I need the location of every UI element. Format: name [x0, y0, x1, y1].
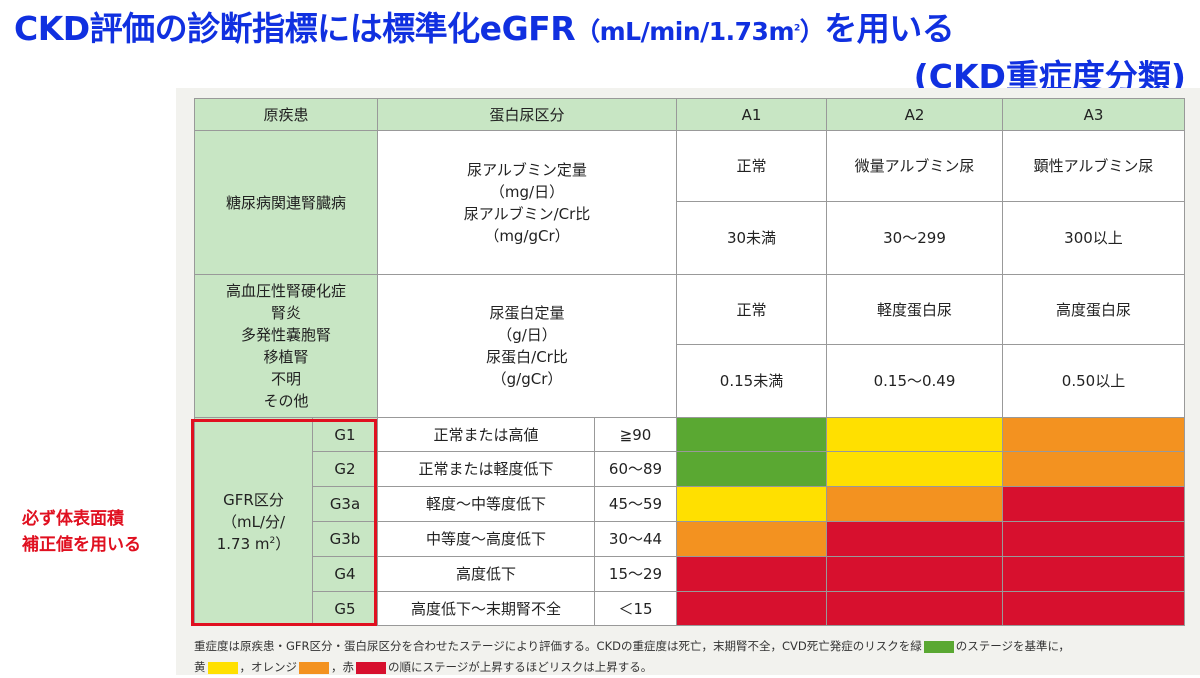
other-a1-label: 正常: [676, 274, 827, 345]
header-proteinuria: 蛋白尿区分: [377, 98, 677, 131]
diabetes-a3-range: 300以上: [1002, 201, 1185, 275]
risk-cell: [1002, 451, 1185, 487]
risk-cell: [676, 521, 827, 557]
page-title: CKD評価の診断指標には標準化eGFR（mL/min/1.73m2）を用いる: [14, 2, 955, 50]
header-a3: A3: [1002, 98, 1185, 131]
risk-cell: [1002, 486, 1185, 522]
gfr-desc: 高度低下〜末期腎不全: [377, 591, 595, 626]
title-tail: を用いる: [824, 9, 955, 48]
header-a2: A2: [826, 98, 1003, 131]
disease-diabetes: 糖尿病関連腎臓病: [194, 130, 378, 275]
gfr-grade: G2: [312, 451, 378, 487]
disease-other: 高血圧性腎硬化症 腎炎 多発性嚢胞腎 移植腎 不明 その他: [194, 274, 378, 418]
gfr-grade: G5: [312, 591, 378, 626]
gfr-category-label: GFR区分 （mL/分/ 1.73 m2）: [194, 417, 313, 626]
risk-cell: [826, 417, 1003, 452]
gfr-desc: 正常または軽度低下: [377, 451, 595, 487]
risk-cell: [676, 591, 827, 626]
gfr-desc: 高度低下: [377, 556, 595, 592]
other-a2-label: 軽度蛋白尿: [826, 274, 1003, 345]
header-disease: 原疾患: [194, 98, 378, 131]
risk-cell: [676, 417, 827, 452]
other-a3-range: 0.50以上: [1002, 344, 1185, 418]
footnote: 重症度は原疾患・GFR区分・蛋白尿区分を合わせたステージにより評価する。CKDの…: [194, 639, 1070, 674]
risk-cell: [1002, 521, 1185, 557]
title-main: CKD評価の診断指標には標準化eGFR: [14, 9, 576, 48]
risk-cell: [676, 451, 827, 487]
risk-cell: [1002, 591, 1185, 626]
side-note: 必ず体表面積 補正値を用いる: [22, 509, 141, 555]
gfr-desc: 軽度〜中等度低下: [377, 486, 595, 522]
risk-cell: [1002, 556, 1185, 592]
title-unit: （mL/min/1.73m2）: [575, 17, 825, 46]
gfr-grade: G4: [312, 556, 378, 592]
gfr-desc: 中等度〜高度低下: [377, 521, 595, 557]
other-a2-range: 0.15〜0.49: [826, 344, 1003, 418]
diabetes-a1-label: 正常: [676, 130, 827, 202]
header-a1: A1: [676, 98, 827, 131]
risk-cell: [826, 556, 1003, 592]
gfr-grade: G3a: [312, 486, 378, 522]
gfr-grade: G1: [312, 417, 378, 452]
gfr-desc: 正常または高値: [377, 417, 595, 452]
gfr-grade: G3b: [312, 521, 378, 557]
diabetes-a2-label: 微量アルブミン尿: [826, 130, 1003, 202]
red-swatch: [356, 661, 386, 674]
risk-cell: [826, 521, 1003, 557]
other-a1-range: 0.15未満: [676, 344, 827, 418]
risk-cell: [676, 556, 827, 592]
yellow-swatch: [207, 661, 238, 674]
ckd-severity-table: 原疾患 蛋白尿区分 A1 A2 A3 糖尿病関連腎臓病 尿アルブミン定量 （mg…: [194, 98, 1185, 626]
gfr-range: 60〜89: [594, 451, 677, 487]
diabetes-a1-range: 30未満: [676, 201, 827, 275]
risk-cell: [826, 451, 1003, 487]
gfr-range: 30〜44: [594, 521, 677, 557]
gfr-range: 45〜59: [594, 486, 677, 522]
risk-cell: [676, 486, 827, 522]
other-measure: 尿蛋白定量 （g/日） 尿蛋白/Cr比 （g/gCr）: [377, 274, 677, 418]
diabetes-measure: 尿アルブミン定量 （mg/日） 尿アルブミン/Cr比 （mg/gCr）: [377, 130, 677, 275]
other-a3-label: 高度蛋白尿: [1002, 274, 1185, 345]
gfr-range: ＜15: [594, 591, 677, 626]
orange-swatch: [299, 661, 329, 674]
risk-cell: [1002, 417, 1185, 452]
gfr-range: ≧90: [594, 417, 677, 452]
risk-cell: [826, 486, 1003, 522]
gfr-range: 15〜29: [594, 556, 677, 592]
green-swatch: [923, 640, 954, 653]
risk-cell: [826, 591, 1003, 626]
diabetes-a2-range: 30〜299: [826, 201, 1003, 275]
diabetes-a3-label: 顕性アルブミン尿: [1002, 130, 1185, 202]
